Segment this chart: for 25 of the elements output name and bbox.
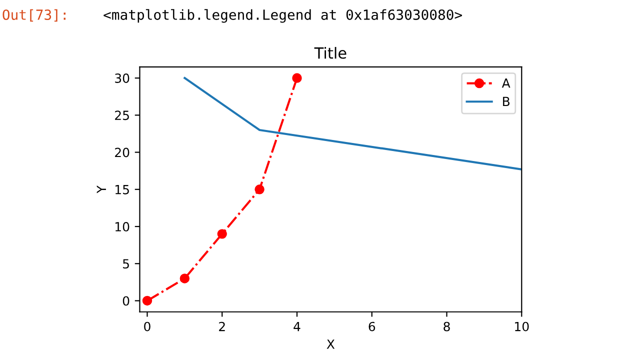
y-tick-label: 15 bbox=[115, 185, 129, 194]
y-tick-label: 25 bbox=[115, 110, 129, 120]
text: <matplotlib.legend.Legend at 0x1af63030080> bbox=[104, 9, 462, 23]
legend-label: B bbox=[503, 96, 510, 106]
point bbox=[292, 73, 302, 83]
point bbox=[180, 274, 190, 284]
y-tick-label: 10 bbox=[115, 222, 130, 232]
x-tick-label: 6 bbox=[368, 322, 376, 332]
y-tick-label: 5 bbox=[123, 259, 129, 269]
point bbox=[254, 184, 264, 194]
y-tick-label: 0 bbox=[122, 296, 130, 306]
x-tick-label: 4 bbox=[294, 322, 300, 332]
y-tick-label: 20 bbox=[115, 148, 130, 158]
point bbox=[217, 229, 227, 239]
x-axis-title: X bbox=[326, 340, 335, 349]
x-tick-label: 8 bbox=[444, 322, 450, 332]
y-tick-label: 30 bbox=[115, 74, 130, 83]
chart-title: Title bbox=[314, 46, 346, 59]
x-tick-label: 10 bbox=[515, 322, 529, 332]
point bbox=[142, 296, 152, 306]
x-tick-label: 0 bbox=[144, 322, 150, 332]
y-axis-title: Y bbox=[96, 186, 106, 194]
x-tick-label: 2 bbox=[219, 322, 225, 332]
text: Out[73]: bbox=[2, 9, 66, 22]
legend-label: A bbox=[502, 78, 510, 88]
